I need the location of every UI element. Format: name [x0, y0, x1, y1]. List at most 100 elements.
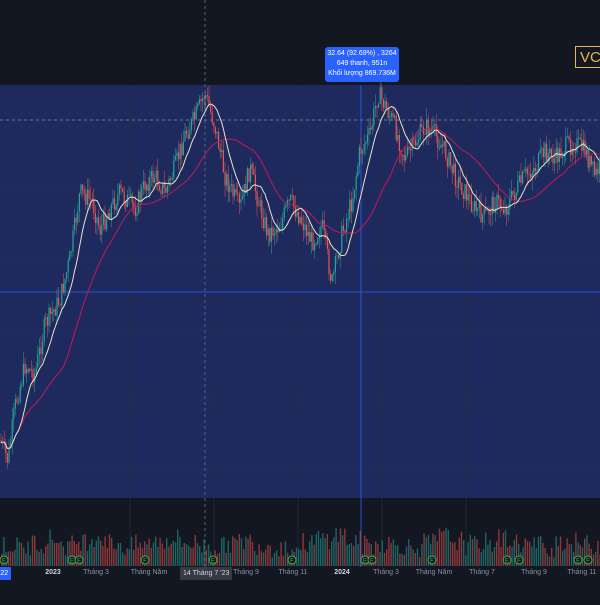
candle-body[interactable]: [557, 147, 559, 163]
candle-body[interactable]: [480, 202, 482, 223]
candle-body[interactable]: [333, 272, 335, 275]
candle-body[interactable]: [213, 122, 215, 128]
candle-body[interactable]: [237, 192, 239, 195]
candle-body[interactable]: [445, 140, 447, 159]
candle-body[interactable]: [235, 189, 237, 193]
candle-body[interactable]: [296, 212, 298, 217]
candle-body[interactable]: [224, 172, 226, 186]
candle-body[interactable]: [539, 149, 541, 153]
candle-body[interactable]: [390, 113, 392, 117]
candle-body[interactable]: [21, 384, 23, 387]
candle-body[interactable]: [170, 178, 172, 180]
candle-body[interactable]: [248, 168, 250, 183]
candle-body[interactable]: [440, 144, 442, 149]
candle-body[interactable]: [150, 171, 152, 177]
event-marker[interactable]: E: [502, 555, 512, 565]
candle-body[interactable]: [61, 283, 63, 306]
candle-body[interactable]: [133, 202, 135, 208]
candle-body[interactable]: [48, 307, 50, 326]
candle-body[interactable]: [506, 206, 508, 215]
candle-body[interactable]: [240, 199, 242, 203]
candle-body[interactable]: [27, 369, 29, 372]
candle-body[interactable]: [280, 228, 282, 230]
candle-body[interactable]: [398, 135, 400, 151]
candle-body[interactable]: [315, 243, 317, 245]
candle-body[interactable]: [77, 211, 79, 223]
candle-body[interactable]: [174, 156, 176, 161]
candle-body[interactable]: [594, 161, 596, 176]
candle-body[interactable]: [59, 305, 61, 307]
candle-body[interactable]: [106, 219, 108, 230]
candle-body[interactable]: [91, 198, 93, 200]
candle-body[interactable]: [194, 112, 196, 120]
candle-body[interactable]: [122, 188, 124, 192]
candle-body[interactable]: [304, 224, 306, 231]
candle-body[interactable]: [46, 317, 48, 326]
candle-body[interactable]: [405, 154, 407, 161]
candle-body[interactable]: [99, 225, 101, 235]
candle-body[interactable]: [397, 135, 399, 140]
candle-body[interactable]: [261, 200, 263, 219]
candle-body[interactable]: [192, 112, 194, 119]
candle-body[interactable]: [381, 87, 383, 100]
candle-body[interactable]: [58, 297, 60, 306]
candle-body[interactable]: [459, 176, 461, 183]
candle-body[interactable]: [438, 148, 440, 149]
candle-body[interactable]: [86, 189, 88, 205]
candle-body[interactable]: [267, 228, 269, 236]
candle-body[interactable]: [288, 199, 290, 201]
candle-body[interactable]: [470, 195, 472, 212]
candle-body[interactable]: [218, 131, 220, 149]
candle-body[interactable]: [562, 156, 564, 158]
candle-body[interactable]: [469, 194, 471, 196]
candle-body[interactable]: [523, 170, 525, 172]
candle-body[interactable]: [477, 208, 479, 211]
candle-body[interactable]: [11, 419, 13, 443]
time-axis[interactable]: 2023 Tháng 3 Tháng Năm Tháng 9 Tháng 11 2024 T…: [0, 567, 600, 581]
candle-body[interactable]: [307, 231, 309, 236]
candle-body[interactable]: [216, 131, 218, 134]
candle-body[interactable]: [472, 210, 474, 212]
candle-body[interactable]: [221, 150, 223, 153]
candle-body[interactable]: [64, 278, 66, 293]
candle-body[interactable]: [446, 158, 448, 167]
candle-body[interactable]: [574, 152, 576, 153]
candle-body[interactable]: [504, 206, 506, 214]
candle-body[interactable]: [282, 218, 284, 229]
candle-body[interactable]: [510, 190, 512, 199]
candle-body[interactable]: [341, 225, 343, 253]
candle-body[interactable]: [197, 103, 199, 107]
candle-body[interactable]: [512, 190, 514, 196]
candle-body[interactable]: [347, 218, 349, 220]
candle-body[interactable]: [98, 217, 100, 226]
symbol-badge[interactable]: VC: [575, 46, 600, 68]
candle-body[interactable]: [211, 111, 213, 123]
candle-body[interactable]: [386, 101, 388, 109]
candle-body[interactable]: [360, 147, 362, 154]
event-marker[interactable]: E: [573, 555, 583, 565]
candle-body[interactable]: [443, 140, 445, 147]
candle-body[interactable]: [515, 192, 517, 200]
candle-body[interactable]: [186, 130, 188, 135]
candle-body[interactable]: [517, 181, 519, 193]
candle-body[interactable]: [149, 176, 151, 192]
event-marker[interactable]: E: [367, 555, 377, 565]
candle-body[interactable]: [402, 154, 404, 156]
candle-body[interactable]: [362, 150, 364, 154]
candle-body[interactable]: [363, 144, 365, 151]
candle-body[interactable]: [534, 167, 536, 172]
candle-body[interactable]: [507, 209, 509, 215]
candle-body[interactable]: [254, 174, 256, 192]
candle-body[interactable]: [26, 369, 28, 374]
candle-body[interactable]: [525, 168, 527, 171]
event-marker[interactable]: F: [287, 555, 297, 565]
candle-body[interactable]: [181, 143, 183, 156]
candle-body[interactable]: [259, 200, 261, 207]
candle-body[interactable]: [176, 152, 178, 157]
candle-body[interactable]: [344, 230, 346, 233]
candle-body[interactable]: [368, 127, 370, 135]
candle-body[interactable]: [126, 194, 128, 208]
candle-body[interactable]: [147, 184, 149, 192]
candle-body[interactable]: [142, 181, 144, 188]
